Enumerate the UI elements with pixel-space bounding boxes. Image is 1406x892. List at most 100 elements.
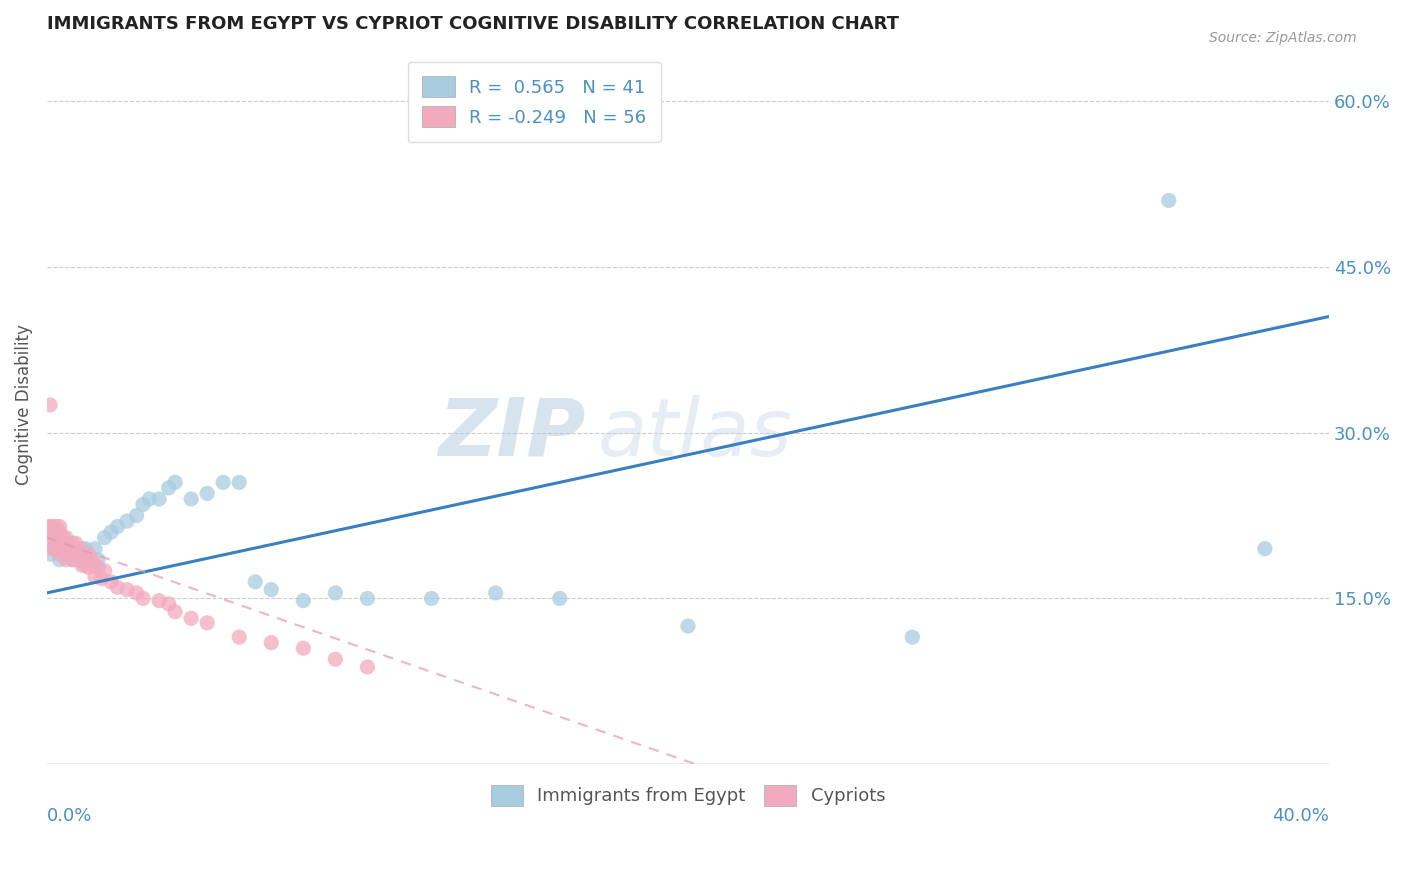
Point	[39, 547, 62, 561]
Text: ZIP: ZIP	[439, 395, 585, 473]
Point	[58, 536, 80, 550]
Point	[115, 514, 138, 528]
Point	[55, 541, 77, 556]
Point	[75, 541, 97, 556]
Point	[67, 541, 90, 556]
Point	[42, 519, 65, 533]
Point	[39, 531, 62, 545]
Point	[84, 558, 107, 573]
Text: IMMIGRANTS FROM EGYPT VS CYPRIOT COGNITIVE DISABILITY CORRELATION CHART: IMMIGRANTS FROM EGYPT VS CYPRIOT COGNITI…	[46, 15, 898, 33]
Point	[48, 553, 70, 567]
Point	[356, 660, 378, 674]
Point	[245, 574, 267, 589]
Point	[228, 475, 250, 490]
Point	[676, 619, 699, 633]
Point	[55, 553, 77, 567]
Point	[42, 541, 65, 556]
Point	[39, 519, 62, 533]
Point	[115, 582, 138, 597]
Point	[48, 547, 70, 561]
Point	[165, 475, 187, 490]
Point	[70, 547, 93, 561]
Point	[75, 547, 97, 561]
Point	[107, 581, 129, 595]
Point	[45, 531, 67, 545]
Point	[132, 591, 155, 606]
Point	[148, 593, 170, 607]
Point	[48, 519, 70, 533]
Point	[485, 586, 508, 600]
Point	[195, 615, 218, 630]
Point	[55, 541, 77, 556]
Point	[42, 541, 65, 556]
Point	[67, 553, 90, 567]
Point	[901, 630, 924, 644]
Y-axis label: Cognitive Disability: Cognitive Disability	[15, 325, 32, 485]
Point	[93, 564, 115, 578]
Point	[292, 641, 315, 656]
Point	[67, 553, 90, 567]
Point	[48, 536, 70, 550]
Point	[228, 630, 250, 644]
Point	[55, 531, 77, 545]
Point	[65, 547, 87, 561]
Point	[100, 525, 122, 540]
Point	[58, 541, 80, 556]
Point	[125, 508, 148, 523]
Point	[84, 541, 107, 556]
Point	[90, 572, 112, 586]
Point	[75, 558, 97, 573]
Point	[65, 541, 87, 556]
Point	[165, 605, 187, 619]
Point	[212, 475, 235, 490]
Text: 40.0%: 40.0%	[1272, 807, 1329, 825]
Point	[45, 541, 67, 556]
Point	[77, 553, 100, 567]
Point	[42, 531, 65, 545]
Point	[62, 536, 84, 550]
Point	[62, 553, 84, 567]
Point	[420, 591, 443, 606]
Point	[100, 574, 122, 589]
Text: atlas: atlas	[598, 395, 793, 473]
Point	[180, 491, 202, 506]
Point	[93, 531, 115, 545]
Point	[39, 398, 62, 412]
Point	[125, 586, 148, 600]
Point	[157, 597, 180, 611]
Point	[148, 491, 170, 506]
Point	[58, 541, 80, 556]
Point	[87, 553, 110, 567]
Point	[37, 519, 59, 533]
Point	[84, 569, 107, 583]
Point	[45, 525, 67, 540]
Point	[132, 498, 155, 512]
Legend: Immigrants from Egypt, Cypriots: Immigrants from Egypt, Cypriots	[484, 778, 893, 813]
Point	[107, 519, 129, 533]
Point	[356, 591, 378, 606]
Point	[70, 541, 93, 556]
Point	[260, 582, 283, 597]
Point	[325, 652, 347, 666]
Text: Source: ZipAtlas.com: Source: ZipAtlas.com	[1209, 31, 1357, 45]
Text: 0.0%: 0.0%	[46, 807, 93, 825]
Point	[65, 536, 87, 550]
Point	[157, 481, 180, 495]
Point	[45, 541, 67, 556]
Point	[77, 547, 100, 561]
Point	[1254, 541, 1277, 556]
Point	[77, 560, 100, 574]
Point	[548, 591, 571, 606]
Point	[70, 558, 93, 573]
Point	[87, 560, 110, 574]
Point	[138, 491, 160, 506]
Point	[52, 536, 75, 550]
Point	[325, 586, 347, 600]
Point	[260, 635, 283, 649]
Point	[1157, 194, 1180, 208]
Point	[180, 611, 202, 625]
Point	[48, 525, 70, 540]
Point	[80, 553, 103, 567]
Point	[292, 593, 315, 607]
Point	[52, 531, 75, 545]
